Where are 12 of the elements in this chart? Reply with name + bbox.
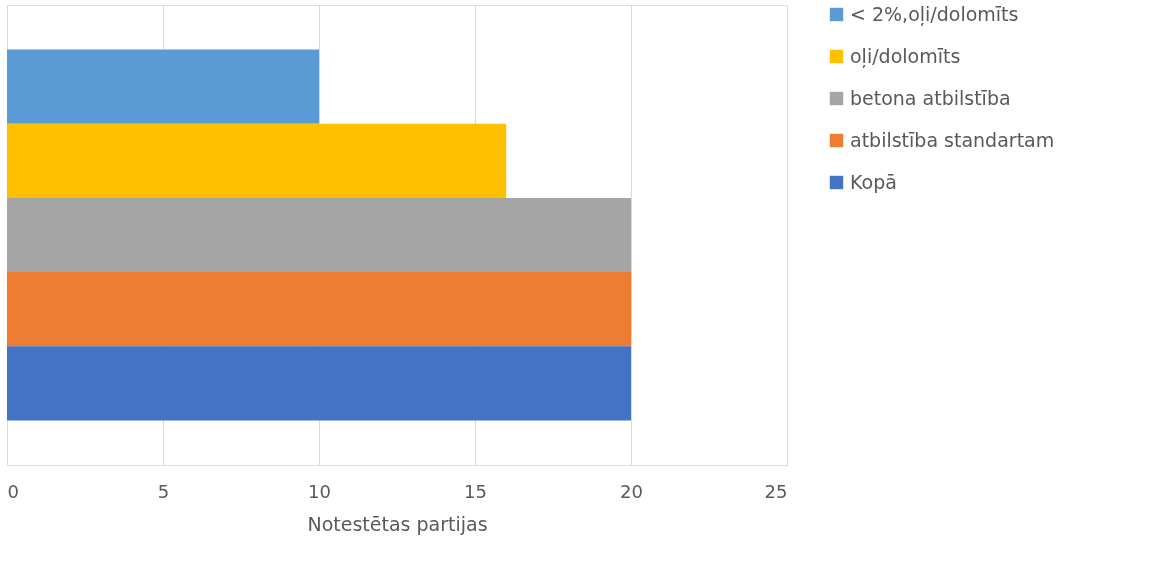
x-tick-label: 20	[620, 480, 643, 502]
legend-label: betona atbilstība	[850, 86, 1011, 109]
x-tick-label: 25	[764, 480, 788, 502]
x-axis-title: Notestētas partijas	[307, 512, 488, 535]
legend-label: oļi/dolomīts	[850, 44, 961, 68]
x-tick-label: 10	[308, 480, 331, 502]
legend-label: Kopā	[850, 170, 897, 193]
x-tick-label: 0	[7, 480, 19, 502]
x-tick-label: 15	[464, 480, 487, 502]
legend-label: < 2%,oļi/dolomīts	[850, 2, 1019, 26]
legend-label: atbilstība standartam	[850, 128, 1055, 151]
x-tick-label: 5	[157, 480, 170, 502]
